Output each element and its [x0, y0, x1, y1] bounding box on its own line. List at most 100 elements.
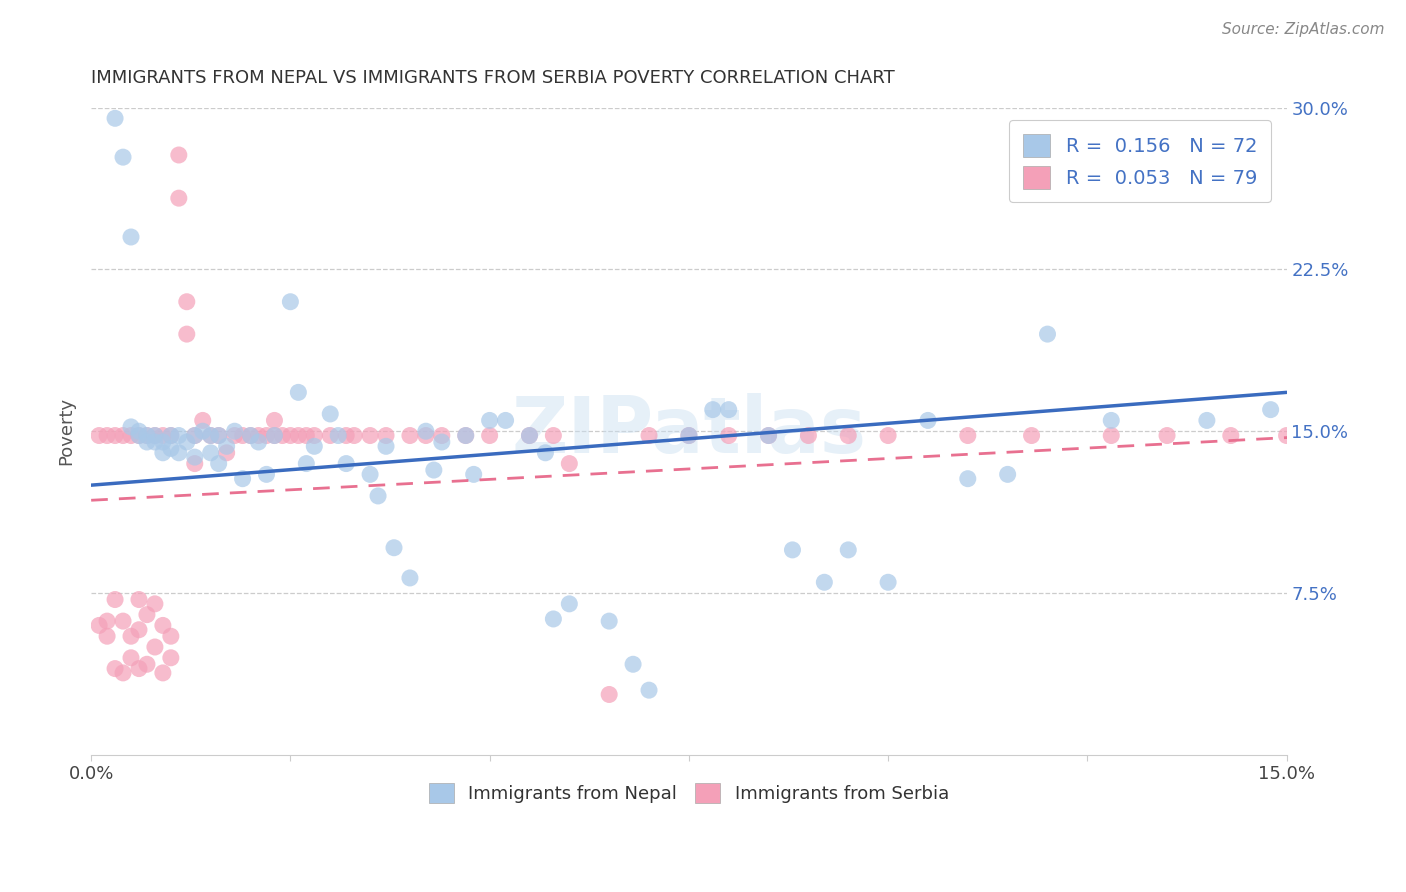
Point [152, 665, 174, 680]
Text: Source: ZipAtlas.com: Source: ZipAtlas.com [1222, 22, 1385, 37]
Point [239, 428, 262, 442]
Point [96, 428, 118, 442]
Point [256, 428, 278, 442]
Point [120, 420, 142, 434]
Point [702, 402, 724, 417]
Point [104, 592, 127, 607]
Point [454, 428, 477, 442]
Point [160, 428, 183, 442]
Point [717, 402, 740, 417]
Point [167, 148, 190, 162]
Point [232, 472, 254, 486]
Point [160, 650, 183, 665]
Point [359, 428, 381, 442]
Point [136, 428, 159, 442]
Point [152, 435, 174, 450]
Point [263, 428, 285, 442]
Point [247, 428, 270, 442]
Point [160, 428, 183, 442]
Point [96, 614, 118, 628]
Point [215, 439, 238, 453]
Point [423, 463, 446, 477]
Legend: Immigrants from Nepal, Immigrants from Serbia: Immigrants from Nepal, Immigrants from S… [422, 775, 956, 811]
Point [382, 541, 405, 555]
Point [598, 688, 620, 702]
Point [877, 575, 900, 590]
Point [782, 542, 804, 557]
Point [176, 294, 198, 309]
Point [813, 575, 835, 590]
Point [534, 446, 557, 460]
Point [128, 424, 150, 438]
Point [375, 439, 398, 453]
Point [96, 629, 118, 643]
Point [917, 413, 939, 427]
Point [837, 428, 859, 442]
Point [208, 428, 231, 442]
Point [638, 428, 661, 442]
Point [232, 428, 254, 442]
Point [191, 424, 214, 438]
Point [367, 489, 389, 503]
Point [143, 435, 166, 450]
Point [797, 428, 820, 442]
Point [359, 467, 381, 482]
Point [558, 597, 581, 611]
Point [717, 428, 740, 442]
Point [1260, 402, 1282, 417]
Point [478, 413, 501, 427]
Point [956, 472, 979, 486]
Point [1021, 428, 1043, 442]
Point [143, 640, 166, 654]
Point [120, 629, 142, 643]
Point [160, 629, 183, 643]
Point [112, 150, 135, 164]
Point [128, 592, 150, 607]
Point [143, 428, 166, 442]
Point [304, 428, 326, 442]
Text: ZIPatlas: ZIPatlas [512, 393, 866, 469]
Point [558, 457, 581, 471]
Point [280, 294, 302, 309]
Point [1219, 428, 1241, 442]
Point [136, 428, 159, 442]
Point [287, 428, 309, 442]
Point [519, 428, 541, 442]
Point [495, 413, 517, 427]
Point [128, 428, 150, 442]
Point [184, 428, 207, 442]
Point [271, 428, 294, 442]
Point [877, 428, 900, 442]
Point [160, 442, 183, 456]
Point [319, 428, 342, 442]
Point [87, 428, 110, 442]
Point [1099, 413, 1122, 427]
Point [87, 618, 110, 632]
Point [167, 446, 190, 460]
Point [430, 435, 453, 450]
Point [176, 435, 198, 450]
Point [1036, 327, 1059, 342]
Point [328, 428, 350, 442]
Point [415, 428, 437, 442]
Point [128, 428, 150, 442]
Point [208, 428, 231, 442]
Point [295, 457, 318, 471]
Point [200, 446, 222, 460]
Point [399, 428, 422, 442]
Point [1156, 428, 1178, 442]
Point [758, 428, 780, 442]
Point [136, 607, 159, 622]
Point [335, 428, 357, 442]
Point [120, 650, 142, 665]
Point [1275, 428, 1298, 442]
Point [176, 327, 198, 342]
Point [184, 457, 207, 471]
Point [152, 618, 174, 632]
Point [104, 428, 127, 442]
Point [200, 428, 222, 442]
Point [239, 428, 262, 442]
Point [136, 657, 159, 672]
Point [543, 612, 565, 626]
Point [454, 428, 477, 442]
